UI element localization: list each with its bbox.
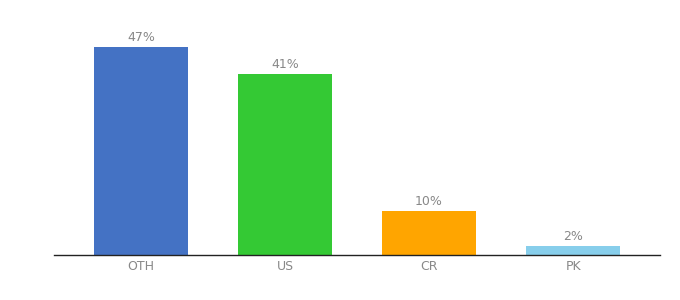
Text: 47%: 47% — [127, 32, 155, 44]
Text: 41%: 41% — [271, 58, 299, 71]
Text: 2%: 2% — [563, 230, 583, 243]
Bar — [94, 47, 188, 255]
Bar — [238, 74, 332, 255]
Bar — [382, 211, 476, 255]
Text: 10%: 10% — [415, 195, 443, 208]
Bar — [526, 246, 620, 255]
